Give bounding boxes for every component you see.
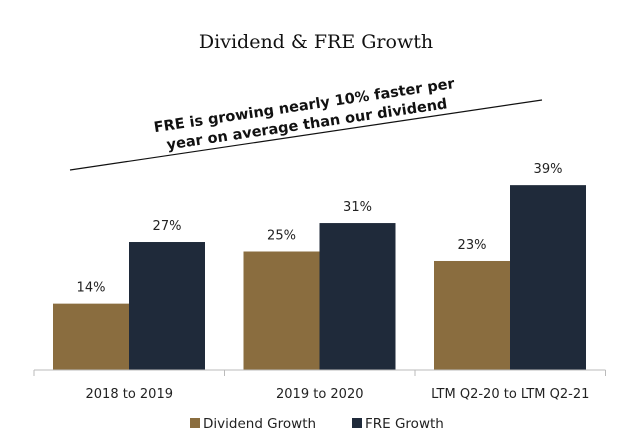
legend-swatch: [190, 418, 200, 428]
x-tick-label: 2019 to 2020: [276, 387, 363, 402]
data-label: 14%: [77, 281, 106, 296]
annotation-underline: [69, 99, 543, 171]
data-label: 25%: [267, 229, 296, 244]
legend: Dividend Growth FRE Growth: [190, 416, 444, 432]
bar-dividend-growth-0: [53, 303, 129, 370]
legend-swatch: [352, 418, 362, 428]
legend-label: FRE Growth: [365, 416, 444, 432]
bar-fre-growth-1: [319, 223, 396, 370]
chart-title: Dividend & FRE Growth: [199, 31, 433, 53]
bar-dividend-growth-1: [243, 251, 320, 370]
bar-fre-growth-2: [510, 185, 586, 370]
annotation: FRE is growing nearly 10% faster per yea…: [153, 76, 457, 154]
bar-dividend-growth-2: [434, 260, 510, 370]
data-label: 23%: [458, 238, 487, 253]
bar-fre-growth-0: [129, 242, 205, 370]
data-label: 27%: [153, 219, 182, 234]
legend-label: Dividend Growth: [203, 416, 316, 432]
data-label: 39%: [534, 162, 563, 177]
data-label: 31%: [343, 200, 372, 215]
x-tick-label: LTM Q2-20 to LTM Q2-21: [431, 387, 589, 402]
x-tick-label: 2018 to 2019: [86, 387, 173, 402]
